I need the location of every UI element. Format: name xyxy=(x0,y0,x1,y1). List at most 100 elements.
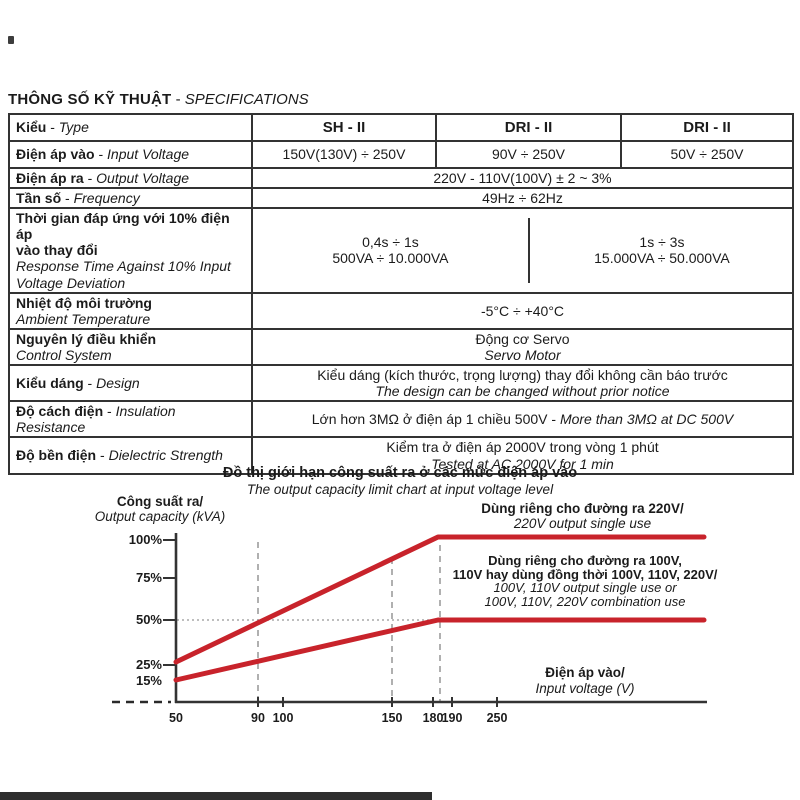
label-vn: Độ cách điện xyxy=(16,403,104,420)
row-control-system-label: Nguyên lý điều khiển Control System xyxy=(8,327,253,367)
row-insulation-resistance-label: Độ cách điện - Insulation Resistance xyxy=(8,400,253,439)
x-tick-label: 100 xyxy=(272,711,294,725)
model-dri-ii-a: DRI - II xyxy=(435,113,622,142)
x-axis-label: Điện áp vào/ Input voltage (V) xyxy=(485,665,685,696)
legend-100v-en-1: 100V, 110V output single use or xyxy=(493,580,677,595)
response-time-large-range: 1s ÷ 3s xyxy=(639,234,685,251)
label-vn: Nhiệt độ môi trường xyxy=(16,294,152,311)
insulation-vn: Lớn hơn 3MΩ ở điện áp 1 chiều 500V xyxy=(311,411,548,428)
label-vn: Điện áp ra xyxy=(16,170,84,186)
row-input-voltage-label: Điện áp vào - Input Voltage xyxy=(8,140,253,169)
x-tick-label: 250 xyxy=(486,711,508,725)
y-tick-label: 75% xyxy=(135,570,162,585)
label-vn: Độ bền điện xyxy=(16,447,97,464)
label-en: Dielectric Strength xyxy=(108,447,223,464)
y-axis-label-en: Output capacity (kVA) xyxy=(94,509,226,525)
y-tick-label: 100% xyxy=(128,532,162,547)
label-en: Ambient Temperature xyxy=(16,310,151,327)
x-axis-label-en: Input voltage (V) xyxy=(535,680,635,696)
y-tick-label: 15% xyxy=(135,673,162,688)
dielectric-vn: Kiểm tra ở điện áp 2000V trong vòng 1 ph… xyxy=(386,439,659,456)
x-axis-label-vn: Điện áp vào/ xyxy=(545,665,625,680)
legend-100v-en-2: 100V, 110V, 220V combination use xyxy=(484,593,686,609)
y-tick-label: 50% xyxy=(135,612,162,627)
legend-100v-vn-1: Dùng riêng cho đường ra 100V, xyxy=(488,553,682,568)
control-system-vn: Động cơ Servo xyxy=(475,330,570,347)
row-design: Kiểu dáng - Design Kiểu dáng (kích thước… xyxy=(8,364,794,403)
page-title-en: SPECIFICATIONS xyxy=(184,91,309,108)
row-dielectric-strength: Độ bền điện - Dielectric Strength Kiểm t… xyxy=(8,436,794,475)
legend-220v-en: 220V output single use xyxy=(513,515,652,531)
label-en: Control System xyxy=(16,346,112,363)
label-separator: - xyxy=(83,375,97,392)
legend-100v: Dùng riêng cho đường ra 100V, 110V hay d… xyxy=(420,554,750,608)
y-axis-label-vn: Công suất ra/ xyxy=(116,494,204,509)
label-vn: Kiểu xyxy=(16,119,47,136)
legend-220v: Dùng riêng cho đường ra 220V/ 220V outpu… xyxy=(440,501,725,532)
page-title: THÔNG SỐ KỸ THUẬT - SPECIFICATIONS xyxy=(8,91,309,108)
page-title-vn: THÔNG SỐ KỸ THUẬT xyxy=(8,91,172,108)
row-insulation-resistance: Độ cách điện - Insulation Resistance Lớn… xyxy=(8,400,794,439)
dielectric-en: Tested at AC 2000V for 1 min xyxy=(431,455,614,472)
row-dielectric-strength-label: Độ bền điện - Dielectric Strength xyxy=(8,436,253,475)
row-type-label: Kiểu - Type xyxy=(8,113,253,142)
row-control-system: Nguyên lý điều khiển Control System Động… xyxy=(8,327,794,367)
y-axis-label: Công suất ra/ Output capacity (kVA) xyxy=(62,494,258,524)
row-response-time-label: Thời gian đáp ứng với 10% điện áp vào th… xyxy=(8,207,253,294)
row-response-time: Thời gian đáp ứng với 10% điện áp vào th… xyxy=(8,207,794,294)
row-frequency-label: Tần số - Frequency xyxy=(8,187,253,210)
label-en: Response Time Against 10% Input Voltage … xyxy=(16,258,231,291)
response-time-halves: 0,4s ÷ 1s 500VA ÷ 10.000VA 1s ÷ 3s 15.00… xyxy=(254,217,791,283)
label-separator: - xyxy=(94,146,108,163)
response-time-small-capacity: 500VA ÷ 10.000VA xyxy=(332,250,449,267)
row-design-label: Kiểu dáng - Design xyxy=(8,364,253,403)
y-tick-label: 25% xyxy=(135,657,162,672)
scan-artifact-topleft xyxy=(8,36,14,44)
chart-title: Đồ thị giới hạn công suất ra ở các mức đ… xyxy=(222,465,578,481)
response-time-small-units: 0,4s ÷ 1s 500VA ÷ 10.000VA xyxy=(254,218,528,283)
design-vn: Kiểu dáng (kích thước, trọng lượng) thay… xyxy=(317,367,728,384)
label-separator: - xyxy=(83,170,97,186)
row-type: Kiểu - Type SH - II DRI - II DRI - II xyxy=(8,113,794,142)
model-sh-ii: SH - II xyxy=(251,113,437,142)
response-time-large-capacity: 15.000VA ÷ 50.000VA xyxy=(594,250,730,267)
label-vn: Tần số xyxy=(16,190,62,207)
label-vn: Nguyên lý điều khiển xyxy=(16,330,157,347)
input-voltage-dri-ii-a: 90V ÷ 250V xyxy=(435,140,622,169)
label-en: Design xyxy=(96,375,140,392)
row-ambient-temperature-label: Nhiệt độ môi trường Ambient Temperature xyxy=(8,291,253,330)
label-vn: Kiểu dáng xyxy=(16,375,84,392)
page-title-separator: - xyxy=(171,91,185,108)
x-tick-label: 150 xyxy=(381,711,403,725)
label-en: Input Voltage xyxy=(107,146,190,163)
label-vn: Thời gian đáp ứng với 10% điện áp vào th… xyxy=(16,210,230,259)
label-en: Frequency xyxy=(73,190,140,207)
model-dri-ii-b: DRI - II xyxy=(620,113,794,142)
output-voltage-value: 220V - 110V(100V) ± 2 ~ 3% xyxy=(251,166,794,190)
chart-subtitle: The output capacity limit chart at input… xyxy=(246,482,554,497)
legend-100v-vn-2: 110V hay dùng đồng thời 100V, 110V, 220V… xyxy=(452,566,718,582)
response-time-large-units: 1s ÷ 3s 15.000VA ÷ 50.000VA xyxy=(527,217,791,283)
legend-220v-vn: Dùng riêng cho đường ra 220V/ xyxy=(481,501,684,516)
x-tick-label: 180 xyxy=(422,711,444,725)
x-tick-label: 90 xyxy=(251,711,265,725)
frequency-value: 49Hz ÷ 62Hz xyxy=(251,187,794,210)
x-tick-label: 190 xyxy=(441,711,463,725)
row-output-voltage: Điện áp ra - Output Voltage 220V - 110V(… xyxy=(8,166,794,190)
label-en: Output Voltage xyxy=(96,170,190,186)
insulation-en: More than 3MΩ at DC 500V xyxy=(559,411,734,428)
control-system-en: Servo Motor xyxy=(484,346,561,363)
insulation-separator: - xyxy=(547,411,560,428)
scan-artifact-bottom-bar xyxy=(0,792,432,800)
row-input-voltage: Điện áp vào - Input Voltage 150V(130V) ÷… xyxy=(8,140,794,169)
label-separator: - xyxy=(103,403,116,420)
label-en: Type xyxy=(58,119,89,136)
row-output-voltage-label: Điện áp ra - Output Voltage xyxy=(8,166,253,190)
dielectric-strength-value: Kiểm tra ở điện áp 2000V trong vòng 1 ph… xyxy=(251,436,794,475)
input-voltage-dri-ii-b: 50V ÷ 250V xyxy=(620,140,794,169)
input-voltage-sh-ii: 150V(130V) ÷ 250V xyxy=(251,140,437,169)
design-en: The design can be changed without prior … xyxy=(375,383,670,400)
specifications-table: Kiểu - Type SH - II DRI - II DRI - II Đi… xyxy=(8,113,794,475)
design-value: Kiểu dáng (kích thước, trọng lượng) thay… xyxy=(251,364,794,403)
